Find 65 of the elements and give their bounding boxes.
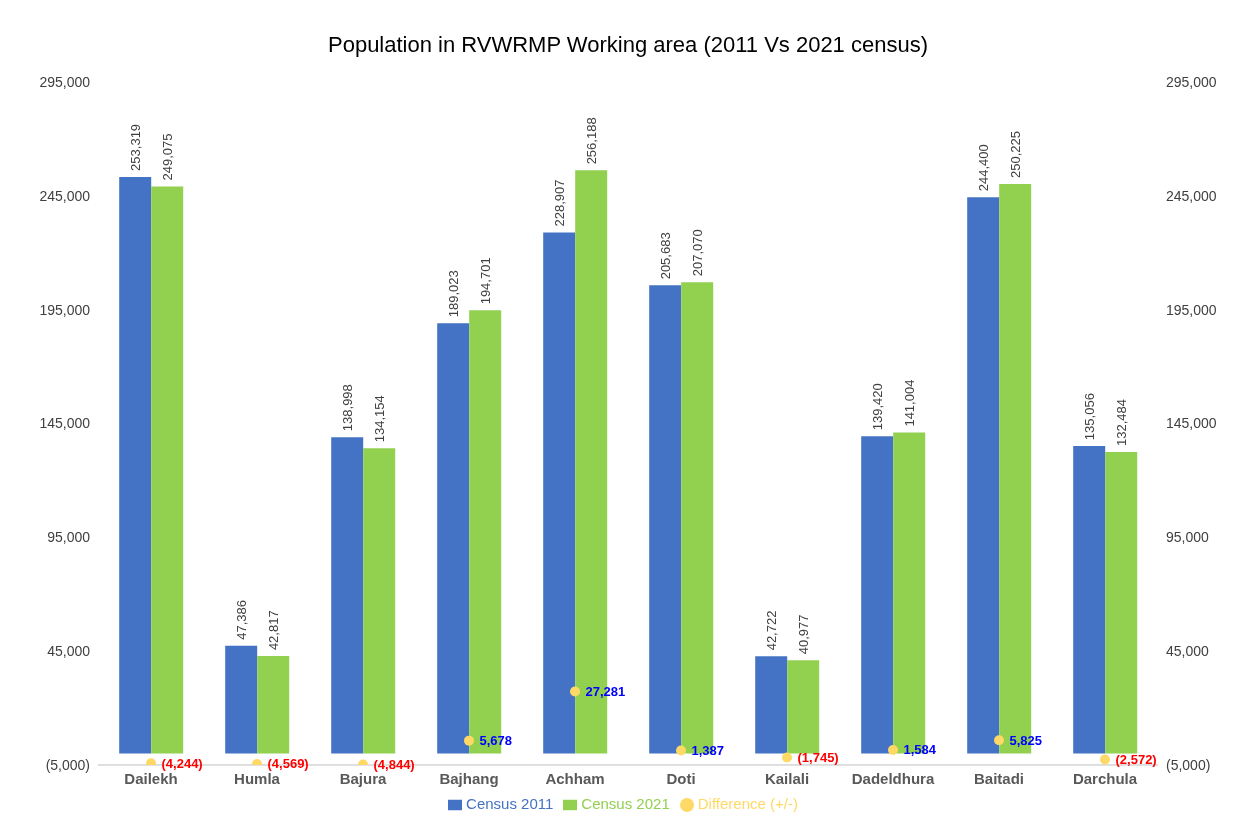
data-label: 134,154	[371, 395, 387, 443]
data-label: 256,188	[583, 117, 599, 165]
chart-title: Population in RVWRMP Working area (2011 Vs 2021 census)	[327, 31, 929, 59]
bar	[1105, 451, 1138, 754]
data-label: 207,070	[689, 229, 705, 277]
y2-tick-label: (5,000)	[1166, 756, 1211, 773]
data-label: 139,420	[869, 383, 885, 431]
y-tick-label: 95,000	[47, 529, 91, 546]
x-tick-label: Darchula	[1072, 769, 1138, 787]
y-tick-label: 245,000	[39, 187, 91, 204]
data-label: (1,745)	[797, 750, 839, 766]
bar	[257, 656, 290, 754]
data-label: 249,075	[159, 133, 175, 181]
bar	[543, 232, 576, 754]
data-label: 189,023	[445, 270, 461, 318]
data-label: 135,056	[1081, 393, 1097, 441]
y-tick-label: 145,000	[39, 415, 91, 432]
y-tick-label: 295,000	[39, 73, 91, 90]
x-tick-label: Baitadi	[973, 769, 1025, 787]
y2-tick-label: 45,000	[1166, 643, 1210, 660]
bar	[755, 656, 788, 754]
bar	[363, 448, 396, 754]
x-tick-label: Dadeldhura	[851, 769, 935, 787]
data-label: 194,701	[477, 257, 493, 305]
y-tick-label: 195,000	[39, 301, 91, 318]
bar	[649, 285, 682, 754]
bar	[225, 645, 258, 754]
data-label: 40,977	[795, 614, 811, 655]
data-label: 244,400	[975, 144, 991, 192]
data-label: 141,004	[901, 379, 917, 427]
y2-tick-label: 145,000	[1166, 415, 1217, 432]
bar	[151, 186, 184, 754]
x-tick-label: Kailali	[764, 769, 810, 787]
y2-tick-label: 195,000	[1166, 301, 1217, 318]
data-label: 205,683	[657, 232, 673, 280]
data-label: 138,998	[339, 384, 355, 432]
legend-label: Census 2011	[466, 794, 554, 812]
bar	[437, 323, 470, 754]
bar	[967, 197, 1000, 754]
legend-label: Difference (+/-)	[697, 794, 798, 812]
data-label: (2,572)	[1115, 751, 1157, 767]
y2-tick-label: 95,000	[1166, 529, 1210, 546]
data-label: 253,319	[127, 123, 143, 171]
y-tick-label: (5,000)	[45, 756, 90, 773]
x-tick-label: Doti	[666, 769, 696, 787]
y2-tick-label: 295,000	[1166, 73, 1217, 90]
data-label: 42,722	[763, 610, 779, 651]
y-tick-label: 45,000	[47, 643, 91, 660]
bar	[787, 660, 820, 754]
bar	[119, 176, 152, 754]
data-label: (4,844)	[373, 757, 415, 773]
data-label: (4,569)	[267, 756, 309, 772]
legend-label: Census 2021	[581, 794, 670, 812]
y2-tick-label: 245,000	[1166, 187, 1217, 204]
bar	[331, 437, 364, 754]
data-label: (4,244)	[161, 755, 203, 771]
data-label: 47,386	[233, 599, 249, 640]
data-label: 132,484	[1113, 398, 1129, 446]
data-label: 250,225	[1007, 130, 1023, 178]
data-label: 228,907	[551, 179, 567, 227]
bar	[861, 436, 894, 754]
data-label: 42,817	[265, 610, 281, 651]
x-tick-label: Achham	[545, 769, 605, 787]
x-tick-label: Bajhang	[439, 769, 499, 787]
bar	[1073, 446, 1106, 754]
